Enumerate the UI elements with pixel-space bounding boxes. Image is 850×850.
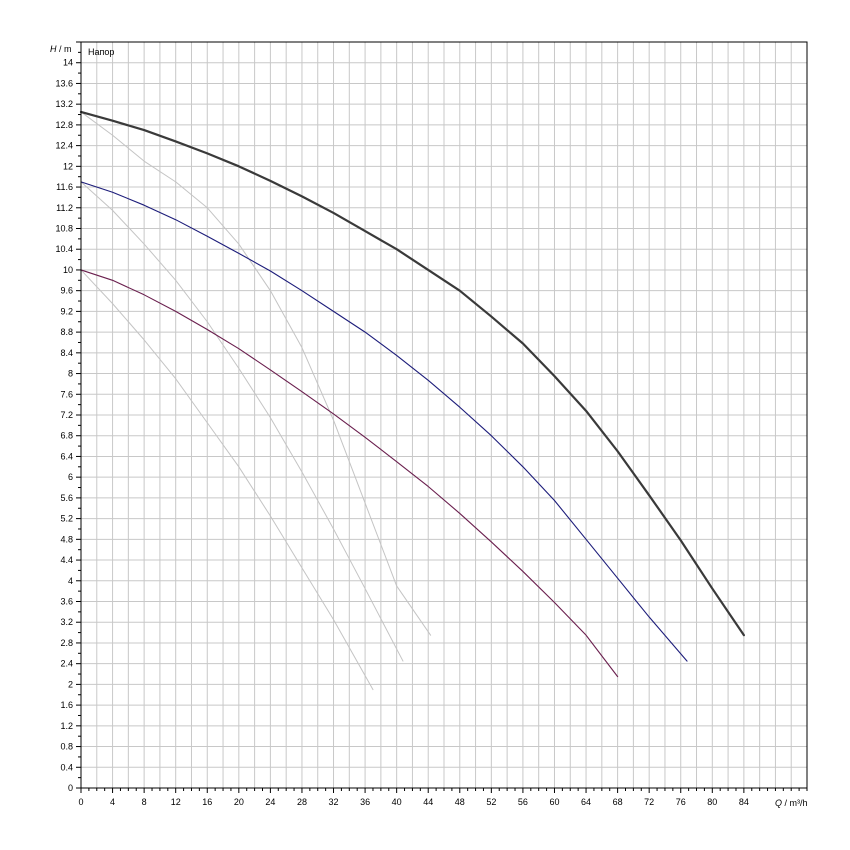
y-tick-label: 12.8 (55, 120, 73, 130)
x-tick-label: 16 (202, 797, 212, 807)
y-tick-label: 11.6 (56, 182, 73, 192)
y-axis-unit: / m (57, 44, 72, 54)
x-tick-label: 8 (142, 797, 147, 807)
y-tick-label: 10.4 (55, 244, 73, 254)
system-curve-line (80, 181, 404, 662)
pump-curve-line-max (79, 110, 745, 637)
y-tick-label: 3.2 (60, 617, 73, 627)
x-tick-label: 20 (234, 797, 244, 807)
x-tick-label: 32 (329, 797, 339, 807)
y-tick-label: 12.4 (55, 141, 73, 151)
x-tick-label: 36 (360, 797, 370, 807)
y-tick-label: 13.6 (55, 78, 73, 88)
series-lines (79, 110, 745, 691)
system-curve-line (80, 269, 374, 691)
y-tick-label: 4.4 (60, 555, 73, 565)
y-tick-labels: 0 0.4 0.8 1.2 1.6 2 2.4 2.8 3.2 3.6 4 4.4 4.8 5.2 5.6 6… (55, 58, 73, 793)
x-axis-var: Q (775, 798, 782, 808)
x-tick-label: 72 (644, 797, 654, 807)
y-tick-label: 0.8 (60, 742, 73, 752)
y-tick-label: 14 (63, 58, 73, 68)
axis-ticks (76, 41, 808, 793)
x-tick-label: 4 (110, 797, 115, 807)
y-tick-label: 0 (68, 783, 73, 793)
y-tick-label: 11.2 (56, 203, 73, 213)
x-axis-unit: / m³/h (782, 798, 808, 808)
y-tick-label: 8.4 (60, 348, 73, 358)
y-tick-label: 6 (68, 472, 73, 482)
x-tick-label: 56 (518, 797, 528, 807)
system-curve-line (80, 111, 432, 636)
y-tick-label: 4 (68, 576, 73, 586)
x-tick-label: 68 (613, 797, 623, 807)
y-tick-label: 9.6 (60, 286, 73, 296)
x-tick-labels: 0 4 8 12 16 20 24 28 32 36 40 44 48 52 56 60 64 68 72 76 80 8… (78, 797, 748, 807)
pump-curve-line-mid (80, 181, 688, 662)
y-tick-label: 5.2 (60, 514, 73, 524)
y-tick-label: 2.4 (60, 659, 73, 669)
y-tick-label: 7.2 (60, 410, 73, 420)
y-axis-label: H / m (50, 44, 72, 54)
y-tick-label: 5.6 (60, 493, 73, 503)
y-tick-label: 2 (68, 679, 73, 689)
y-tick-label: 8.8 (60, 327, 73, 337)
x-tick-label: 40 (392, 797, 402, 807)
x-tick-label: 84 (739, 797, 749, 807)
y-tick-label: 3.6 (60, 597, 73, 607)
x-axis-label: Q / m³/h (775, 798, 808, 808)
x-tick-label: 48 (455, 797, 465, 807)
x-tick-label: 64 (581, 797, 591, 807)
y-tick-label: 10 (63, 265, 73, 275)
x-tick-label: 52 (486, 797, 496, 807)
chart-title: Напор (88, 47, 114, 57)
y-tick-label: 7.6 (60, 389, 73, 399)
y-tick-label: 1.2 (60, 721, 73, 731)
y-tick-label: 6.8 (60, 431, 73, 441)
y-tick-label: 8 (68, 369, 73, 379)
x-tick-label: 76 (676, 797, 686, 807)
y-tick-label: 12 (63, 161, 73, 171)
y-axis-var: H (50, 44, 57, 54)
y-tick-label: 4.8 (60, 534, 73, 544)
x-tick-label: 44 (423, 797, 433, 807)
y-tick-label: 13.2 (55, 99, 73, 109)
y-tick-label: 9.2 (60, 306, 73, 316)
y-tick-label: 10.8 (55, 224, 73, 234)
x-tick-label: 12 (171, 797, 181, 807)
pump-curve-line-min (80, 269, 619, 678)
grid-lines (81, 42, 807, 788)
x-tick-label: 60 (549, 797, 559, 807)
y-tick-label: 1.6 (60, 700, 73, 710)
x-tick-label: 28 (297, 797, 307, 807)
y-tick-label: 2.8 (60, 638, 73, 648)
y-tick-label: 0.4 (60, 762, 73, 772)
x-tick-label: 24 (265, 797, 275, 807)
x-tick-label: 0 (78, 797, 83, 807)
y-tick-label: 6.4 (60, 451, 73, 461)
x-tick-label: 80 (707, 797, 717, 807)
